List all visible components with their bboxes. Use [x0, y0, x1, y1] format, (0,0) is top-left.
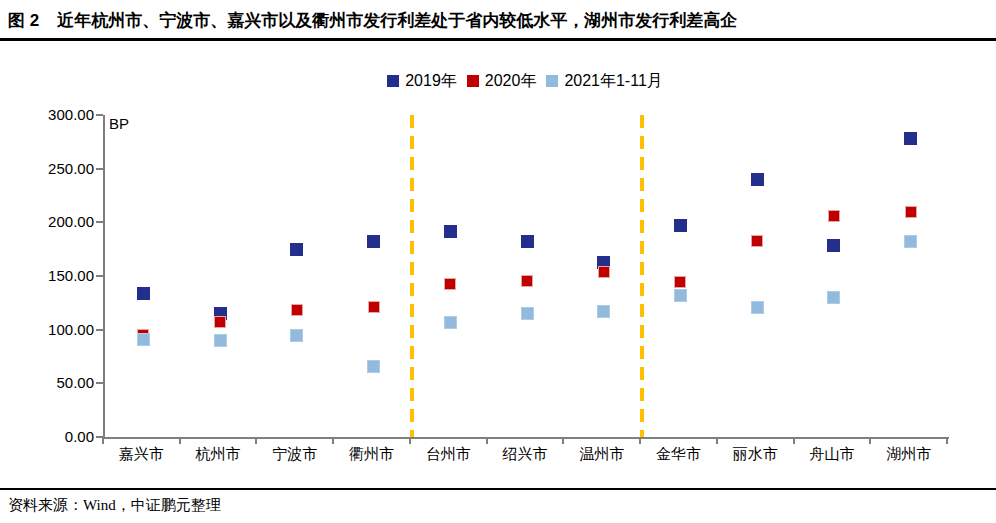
legend-item: 2019年: [387, 71, 457, 92]
figure-number: 图 2: [8, 11, 39, 30]
data-point: [674, 219, 687, 232]
data-point: [444, 225, 457, 238]
y-axis-tick-label: 150.00: [22, 267, 94, 285]
data-point: [521, 275, 533, 287]
chart-legend: 2019年 2020年 2021年1-11月: [103, 71, 947, 91]
x-axis-category-label: 丽水市: [717, 445, 794, 464]
data-point: [828, 210, 840, 222]
data-point: [290, 243, 303, 256]
x-axis-category-label: 杭州市: [180, 445, 257, 464]
data-point: [214, 316, 226, 328]
data-point: [367, 360, 380, 373]
data-point: [904, 132, 917, 145]
plot-area: BP: [103, 115, 949, 439]
y-axis-tick-mark: [96, 275, 103, 277]
data-point: [368, 301, 380, 313]
y-axis-tick-label: 100.00: [22, 321, 94, 339]
x-axis-tick-mark: [562, 437, 564, 444]
data-point: [521, 307, 534, 320]
data-point: [137, 287, 150, 300]
source-note: 资料来源：Wind，中证鹏元整理: [8, 496, 221, 515]
legend-swatch: [546, 75, 558, 87]
legend-label: 2020年: [485, 71, 537, 92]
x-axis-category-label: 宁波市: [256, 445, 333, 464]
x-axis-category-label: 温州市: [563, 445, 640, 464]
y-axis-tick-label: 300.00: [22, 106, 94, 124]
y-axis-unit-label: BP: [109, 115, 129, 132]
data-point: [214, 334, 227, 347]
title-divider: [0, 38, 996, 41]
x-axis-tick-mark: [639, 437, 641, 444]
footer-divider: [0, 488, 996, 490]
x-axis-tick-mark: [793, 437, 795, 444]
data-point: [137, 333, 150, 346]
x-axis-tick-mark: [409, 437, 411, 444]
data-point: [444, 278, 456, 290]
data-point: [827, 239, 840, 252]
group-separator-line: [640, 115, 644, 437]
data-point: [674, 289, 687, 302]
x-axis-tick-mark: [179, 437, 181, 444]
legend-swatch: [387, 75, 399, 87]
data-point: [751, 173, 764, 186]
y-axis-tick-mark: [96, 221, 103, 223]
y-axis-tick-label: 250.00: [22, 160, 94, 178]
legend-swatch: [467, 75, 479, 87]
x-axis-category-label: 舟山市: [794, 445, 871, 464]
legend-label: 2019年: [405, 71, 457, 92]
figure-title-text: 近年杭州市、宁波市、嘉兴市以及衢州市发行利差处于省内较低水平，湖州市发行利差高企: [57, 11, 737, 30]
x-axis-tick-mark: [946, 437, 948, 444]
y-axis-tick-mark: [96, 114, 103, 116]
y-axis-tick-label: 50.00: [22, 374, 94, 392]
data-point: [290, 329, 303, 342]
data-point: [367, 235, 380, 248]
y-axis-tick-label: 200.00: [22, 213, 94, 231]
legend-item: 2020年: [467, 71, 537, 92]
data-point: [827, 291, 840, 304]
x-axis-tick-mark: [332, 437, 334, 444]
x-axis-tick-mark: [255, 437, 257, 444]
x-axis-category-label: 金华市: [640, 445, 717, 464]
figure-title: 图 2 近年杭州市、宁波市、嘉兴市以及衢州市发行利差处于省内较低水平，湖州市发行利…: [8, 9, 737, 32]
data-point: [904, 235, 917, 248]
x-axis-category-label: 绍兴市: [487, 445, 564, 464]
x-axis-tick-mark: [869, 437, 871, 444]
legend-item: 2021年1-11月: [546, 71, 662, 92]
x-axis-category-label: 嘉兴市: [103, 445, 180, 464]
y-axis-tick-mark: [96, 168, 103, 170]
y-axis-tick-label: 0.00: [22, 428, 94, 446]
legend-label: 2021年1-11月: [564, 71, 662, 92]
y-axis-tick-mark: [96, 329, 103, 331]
y-axis-tick-mark: [96, 382, 103, 384]
data-point: [905, 206, 917, 218]
data-point: [751, 301, 764, 314]
x-axis-tick-mark: [486, 437, 488, 444]
data-point: [597, 305, 610, 318]
data-point: [521, 235, 534, 248]
x-axis-tick-mark: [716, 437, 718, 444]
group-separator-line: [410, 115, 414, 437]
x-axis-category-label: 台州市: [410, 445, 487, 464]
x-axis-category-label: 衢州市: [333, 445, 410, 464]
data-point: [444, 316, 457, 329]
data-point: [751, 235, 763, 247]
x-axis-tick-mark: [102, 437, 104, 444]
data-point: [674, 276, 686, 288]
data-point: [291, 304, 303, 316]
x-axis-category-label: 湖州市: [870, 445, 947, 464]
data-point: [598, 266, 610, 278]
